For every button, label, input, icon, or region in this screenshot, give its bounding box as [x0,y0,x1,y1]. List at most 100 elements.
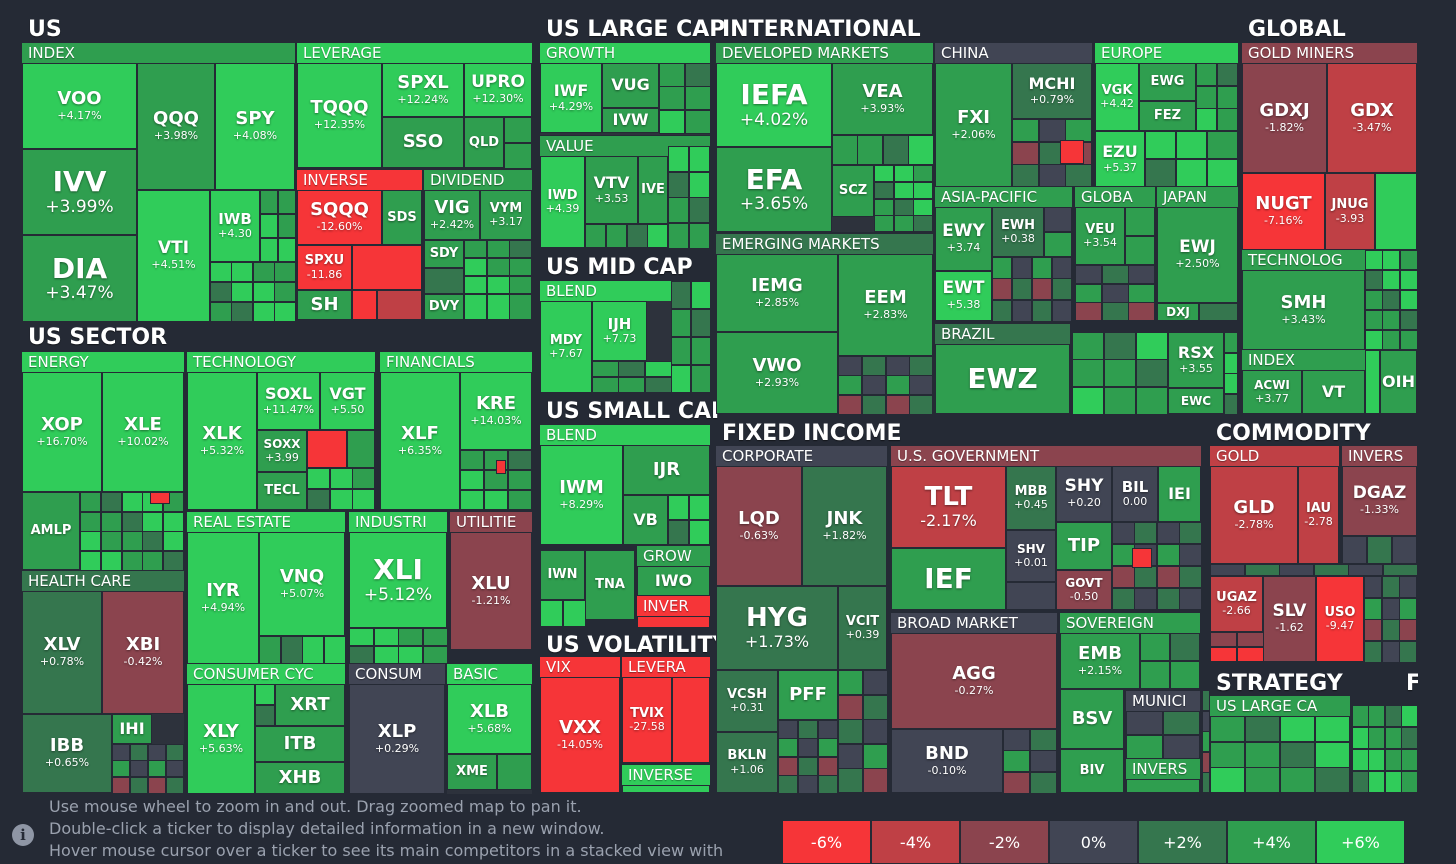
minor-ticker-tile[interactable] [913,182,933,199]
minor-ticker-tile[interactable] [886,356,910,376]
minor-ticker-tile[interactable] [1140,633,1170,661]
ticker-tile-shy[interactable]: SHY +0.20 [1056,466,1112,522]
minor-ticker-tile[interactable] [1102,265,1129,284]
minor-ticker-tile[interactable] [122,531,143,551]
minor-ticker-tile[interactable] [274,282,296,302]
minor-ticker-tile[interactable] [1314,564,1349,576]
minor-ticker-tile[interactable] [1245,716,1280,742]
minor-ticker-tile[interactable] [255,684,275,705]
minor-ticker-tile[interactable] [1382,270,1400,290]
minor-ticker-tile[interactable] [1352,727,1369,749]
ticker-tile-bnd[interactable]: BND -0.10% [891,729,1003,793]
minor-ticker-tile[interactable] [148,777,166,794]
minor-ticker-tile[interactable] [659,110,685,134]
minor-ticker-tile[interactable] [508,490,532,510]
ticker-tile-mbb[interactable]: MBB +0.45 [1006,466,1056,530]
minor-ticker-tile[interactable] [659,86,685,110]
minor-ticker-tile[interactable] [1196,63,1217,86]
minor-ticker-tile[interactable] [1134,588,1157,610]
minor-ticker-tile[interactable] [1072,332,1104,360]
ticker-tile-spxl[interactable]: SPXL +12.24% [382,63,464,117]
minor-ticker-tile[interactable] [909,395,933,415]
minor-ticker-tile[interactable] [1245,767,1280,793]
minor-ticker-tile[interactable] [1207,131,1238,159]
minor-ticker-tile[interactable] [1134,522,1157,544]
minor-ticker-tile[interactable] [1039,119,1066,142]
minor-ticker-tile[interactable] [130,744,148,761]
minor-ticker-tile[interactable] [1400,330,1418,350]
minor-ticker-tile[interactable] [1237,632,1264,647]
minor-ticker-tile[interactable] [1217,86,1238,109]
ticker-tile-ewg[interactable]: EWG [1139,63,1196,101]
minor-ticker-tile[interactable] [1383,564,1418,576]
minor-ticker-tile[interactable] [647,224,668,248]
ticker-tile-agg[interactable]: AGG -0.27% [891,633,1057,729]
minor-ticker-tile[interactable] [484,490,508,510]
minor-ticker-tile[interactable] [1104,332,1136,360]
ticker-tile-mdy[interactable]: MDY +7.67 [540,301,592,393]
ticker-tile-ewt[interactable]: EWT +5.38 [935,271,992,321]
minor-ticker-tile[interactable] [671,337,691,365]
ticker-tile-iwn[interactable]: IWN [540,550,585,600]
minor-ticker-tile[interactable] [1364,598,1382,620]
ticker-tile-eem[interactable]: EEM +2.83% [838,254,933,356]
minor-ticker-tile[interactable] [1210,632,1237,647]
minor-ticker-tile[interactable] [1170,661,1200,689]
minor-ticker-tile[interactable] [210,302,232,322]
ticker-tile-vug[interactable]: VUG [602,63,659,108]
ticker-tile-sh[interactable]: SH [297,290,352,320]
ticker-tile-spy[interactable]: SPY +4.08% [215,63,295,190]
minor-ticker-tile[interactable] [1075,265,1102,284]
minor-ticker-tile[interactable] [1365,250,1383,270]
minor-ticker-tile[interactable] [330,468,353,489]
minor-ticker-tile[interactable] [1003,750,1030,772]
minor-ticker-tile[interactable] [1196,86,1217,109]
minor-ticker-tile[interactable] [778,757,798,776]
minor-ticker-tile[interactable] [874,199,894,216]
minor-ticker-tile[interactable] [685,110,711,134]
ticker-tile-jnk[interactable]: JNK +1.82% [802,466,887,586]
minor-ticker-tile[interactable] [281,636,303,664]
minor-ticker-tile[interactable] [874,182,894,199]
minor-ticker-tile[interactable] [894,182,914,199]
minor-ticker-tile[interactable] [1382,619,1400,641]
minor-ticker-tile[interactable] [668,172,689,198]
ticker-tile-fxi[interactable]: FXI +2.06% [935,63,1012,187]
ticker-tile-sso[interactable]: SSO [382,117,464,168]
minor-ticker-tile[interactable] [862,395,886,415]
minor-ticker-tile[interactable] [1012,164,1039,187]
minor-ticker-tile[interactable] [1210,742,1245,768]
minor-ticker-tile[interactable] [685,86,711,110]
minor-ticker-tile[interactable] [210,262,232,282]
minor-ticker-tile[interactable] [1368,705,1385,727]
minor-ticker-tile[interactable] [1136,332,1168,360]
minor-ticker-tile[interactable] [689,223,710,249]
minor-ticker-tile[interactable] [886,375,910,395]
minor-ticker-tile[interactable] [278,214,296,238]
minor-ticker-tile[interactable] [1280,742,1315,768]
ticker-tile-bil[interactable]: BIL 0.00 [1112,466,1158,522]
ticker-tile-vb[interactable]: VB [623,495,668,545]
minor-ticker-tile[interactable] [148,760,166,777]
minor-ticker-tile[interactable] [112,744,130,761]
ticker-tile-dgaz[interactable]: DGAZ -1.33% [1342,466,1417,536]
minor-ticker-tile[interactable] [1104,359,1136,387]
minor-ticker-tile[interactable] [691,281,711,309]
ticker-tile-qld[interactable]: QLD [464,117,504,168]
minor-ticker-tile[interactable] [1075,302,1102,321]
minor-ticker-tile[interactable] [1385,727,1402,749]
minor-ticker-tile[interactable] [142,531,163,551]
minor-ticker-tile[interactable] [1170,633,1200,661]
minor-ticker-tile[interactable] [1399,641,1417,663]
ticker-tile-tqqq[interactable]: TQQQ +12.35% [297,63,382,168]
minor-ticker-tile[interactable] [1315,742,1350,768]
minor-ticker-tile[interactable] [398,646,423,664]
ticker-tile-xlk[interactable]: XLK +5.32% [187,372,257,510]
minor-ticker-tile[interactable] [324,636,346,664]
minor-ticker-tile[interactable] [689,520,710,545]
minor-ticker-tile[interactable] [352,489,375,510]
minor-ticker-tile[interactable] [1003,772,1030,794]
minor-ticker-tile[interactable] [1365,310,1383,330]
minor-ticker-tile[interactable] [671,309,691,337]
ticker-tile-nugt[interactable]: NUGT -7.16% [1242,173,1325,250]
